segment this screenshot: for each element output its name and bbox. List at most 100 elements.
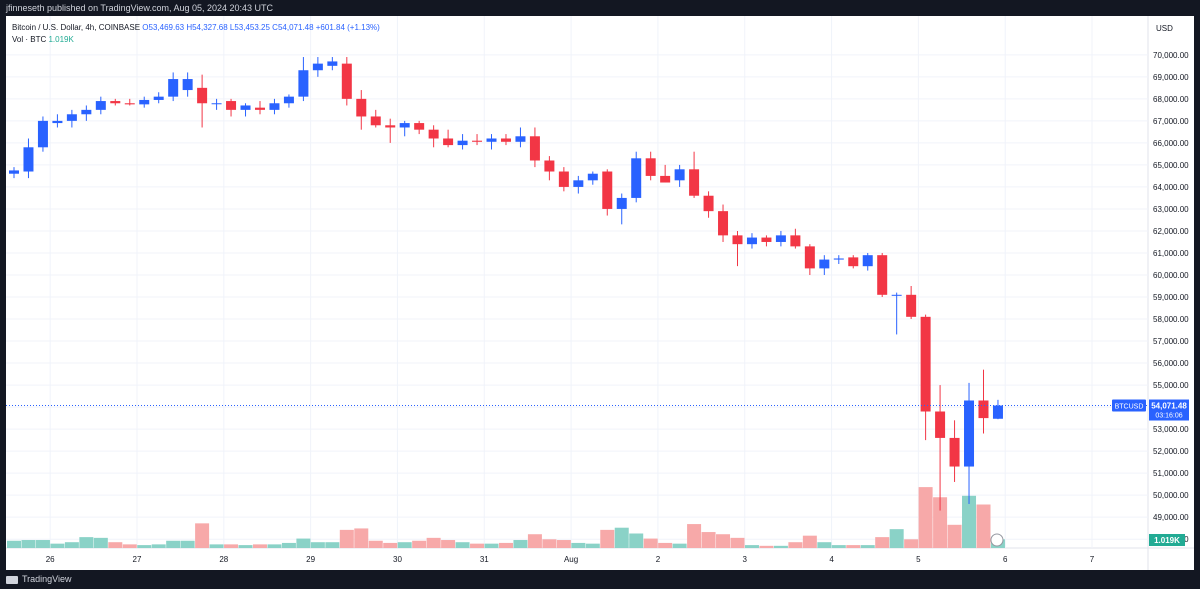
candle-body: [964, 400, 975, 467]
volume-bar: [296, 538, 311, 548]
legend-volume-label: Vol · BTC: [12, 35, 47, 44]
symbol-tag: [1112, 399, 1146, 412]
candle-body: [341, 63, 352, 99]
volume-bar: [600, 529, 615, 548]
y-tick-label: 59,000.00: [1153, 293, 1189, 302]
volume-bar: [7, 540, 21, 548]
chart-legend: Bitcoin / U.S. Dollar, 4h, COINBASE O53,…: [12, 22, 380, 46]
candle-body: [978, 400, 989, 419]
volume-bar: [310, 542, 325, 548]
volume-bar: [773, 545, 788, 548]
volume-bar: [744, 545, 759, 548]
volume-bar: [875, 537, 890, 548]
volume-bar: [571, 542, 586, 548]
candle-body: [790, 235, 801, 247]
y-tick-label: 58,000.00: [1153, 315, 1189, 324]
volume-bar: [643, 538, 658, 548]
volume-bar: [35, 540, 50, 548]
candlestick-chart[interactable]: 70,000.00 69,000.00 68,000.00 67,000.00 66,0…: [6, 16, 1194, 570]
candle-body: [616, 197, 627, 209]
candle-body: [327, 61, 338, 66]
candle-body: [703, 195, 714, 212]
volume-bar: [933, 497, 948, 548]
volume-bar: [730, 537, 745, 548]
candle-body: [891, 294, 902, 296]
volume-bar: [368, 540, 383, 548]
footer-bar: TradingView: [0, 570, 1200, 589]
y-tick-label: 69,000.00: [1153, 73, 1189, 82]
candle-body: [399, 123, 410, 128]
volume-bar: [339, 529, 354, 548]
x-tick-label: 30: [393, 555, 402, 564]
y-tick-label: 62,000.00: [1153, 227, 1189, 236]
volume-bar: [108, 542, 123, 548]
volume-bar: [180, 540, 195, 548]
volume-bar: [759, 545, 774, 548]
candle-body: [254, 107, 265, 110]
candle-body: [732, 235, 743, 245]
y-tick-label: 56,000.00: [1153, 359, 1189, 368]
y-tick-label: 57,000.00: [1153, 337, 1189, 346]
volume-bar: [846, 545, 861, 548]
volume-bar: [64, 542, 79, 548]
volume-bar: [412, 540, 427, 548]
volume-bar: [484, 543, 499, 548]
candle-body: [775, 235, 786, 242]
candle-body: [645, 158, 656, 176]
realtime-bolt-icon[interactable]: [990, 533, 1004, 547]
y-tick-label: 49,000.00: [1153, 513, 1189, 522]
volume-bar: [629, 533, 644, 548]
volume-bar: [209, 544, 224, 548]
candle-body: [226, 101, 237, 110]
y-tick-label: 67,000.00: [1153, 117, 1189, 126]
legend-volume-value: 1.019K: [48, 35, 74, 44]
candle-body: [81, 109, 92, 115]
candle-body: [515, 136, 526, 142]
volume-bar: [687, 524, 702, 548]
y-tick-label: 63,000.00: [1153, 205, 1189, 214]
candle-body: [298, 70, 309, 97]
candle-body: [529, 136, 540, 161]
x-tick-label: 4: [829, 555, 834, 564]
x-tick-label: 31: [480, 555, 489, 564]
candle-body: [472, 140, 483, 142]
volume-bar: [542, 539, 557, 548]
x-tick-label: 29: [306, 555, 315, 564]
volume-bar: [976, 504, 991, 548]
candle-body: [139, 99, 150, 105]
candle-body: [718, 211, 729, 236]
volume-bar: [556, 540, 571, 548]
y-tick-label: 52,000.00: [1153, 447, 1189, 456]
price-tag: [1149, 399, 1189, 421]
volume-bar: [470, 543, 485, 548]
candle-body: [587, 173, 598, 181]
volume-bar: [122, 544, 137, 548]
candle-body: [558, 171, 569, 187]
x-tick-label: 28: [219, 555, 228, 564]
volume-bar: [281, 542, 296, 548]
candle-body: [52, 120, 63, 124]
candle-body: [312, 63, 323, 71]
candle-body: [746, 237, 757, 245]
volume-tag: [1149, 534, 1185, 546]
currency-label: USD: [1156, 24, 1173, 33]
tradingview-logo[interactable]: TradingView: [6, 570, 72, 589]
volume-bar: [267, 544, 282, 548]
volume-bar: [397, 542, 412, 548]
candle-body: [833, 258, 844, 260]
candle-body: [110, 101, 121, 104]
candle-body: [428, 129, 439, 139]
candle-body: [414, 123, 425, 130]
volume-tag-value: 1.019K: [1154, 536, 1180, 545]
candle-body: [862, 255, 873, 267]
volume-bar: [716, 534, 731, 548]
volume-bar: [585, 543, 600, 548]
volume-bar: [455, 542, 470, 548]
volume-bar: [889, 529, 904, 548]
candle-body: [182, 79, 193, 91]
candle-body: [992, 405, 1003, 419]
price-axis-background: [1148, 16, 1194, 570]
y-tick-label: 50,000.00: [1153, 491, 1189, 500]
y-tick-label: 61,000.00: [1153, 249, 1189, 258]
candle-body: [689, 169, 700, 196]
